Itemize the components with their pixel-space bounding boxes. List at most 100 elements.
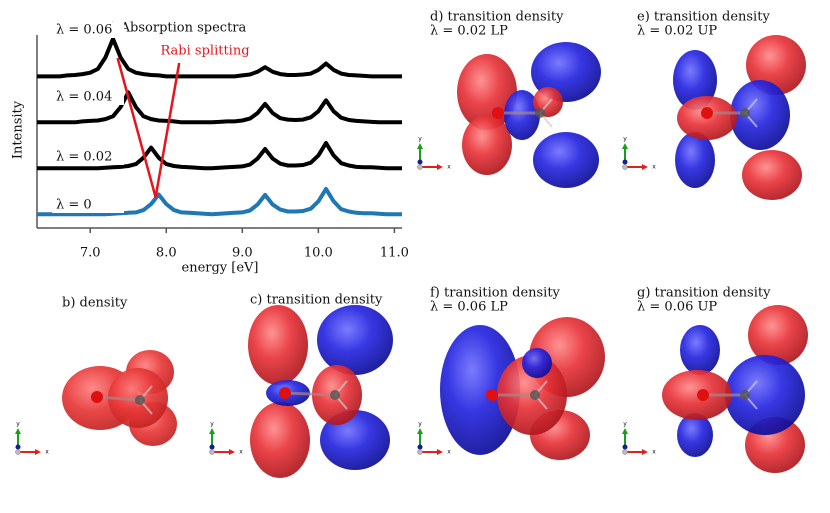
glyph-x-label: x [239,449,243,456]
oxygen-atom [492,107,504,119]
rabi-line [116,57,181,198]
isosurface-lobe [440,325,520,455]
series-label: λ = 0.04 [56,90,112,105]
glyph-x-head [642,449,648,455]
carbon-atom [740,390,750,400]
glyph-origin [622,164,628,170]
glyph-x-head [229,449,235,455]
glyph-x-head [642,164,648,170]
glyph-y-head [622,143,628,149]
glyph-x-head [35,449,41,455]
glyph-y-head [209,428,215,434]
glyph-y-label: y [623,421,627,428]
label-background [52,197,124,213]
glyph-y-label: y [210,421,214,428]
panel-subtitle: λ = 0.02 UP [637,24,717,39]
series-label: λ = 0 [56,198,92,213]
panel-subtitle: λ = 0.06 LP [430,300,508,315]
panel-subtitle: λ = 0.02 LP [430,24,508,39]
isosurface-lobe [533,132,599,188]
oxygen-atom [486,389,498,401]
glyph-z [622,444,628,450]
series-label: λ = 0.02 [56,150,112,165]
glyph-x-label: x [652,164,656,171]
x-axis-label: energy [eV] [182,261,259,276]
isosurface-lobe [725,355,805,435]
isosurface-lobe [320,410,390,470]
panel-title: b) density [62,296,128,311]
panel-title: e) transition density [637,10,770,25]
spectrum-line [37,186,402,217]
isosurface-lobe [730,80,790,150]
glyph-y-head [15,428,21,434]
glyph-origin [15,449,21,455]
isosurface-lobe [462,115,512,175]
glyph-x-head [437,449,443,455]
isosurface-lobe [522,348,552,378]
glyph-y-label: y [418,421,422,428]
annotation: Rabi splitting [160,44,249,59]
oxygen-atom [697,389,709,401]
x-tick-label: 8.0 [156,246,177,261]
glyph-y-head [622,428,628,434]
x-tick-label: 11.0 [380,246,409,261]
panel-title: g) transition density [637,286,771,301]
glyph-y-label: y [16,421,20,428]
isosurface-lobe [748,305,808,365]
label-background [52,22,124,38]
label-background [52,149,124,165]
series-label: λ = 0.06 [56,23,112,38]
panel-title: d) transition density [430,10,564,25]
isosurface-lobe [504,90,540,140]
isosurface-lobe [742,150,802,200]
x-tick-label: 7.0 [80,246,101,261]
glyph-y-head [417,143,423,149]
y-axis-label: Intensity [11,100,26,159]
chart-title: a) Absorption spectra [104,21,247,36]
bond [96,395,141,402]
oxygen-atom [701,107,713,119]
isosurface-lobe [673,50,717,110]
glyph-origin [417,449,423,455]
panel-subtitle: λ = 0.06 UP [637,300,717,315]
spectrum-line [37,90,402,125]
carbon-atom [740,108,750,118]
glyph-x-label: x [45,449,49,456]
glyph-z [417,444,423,450]
isosurface-lobe [677,413,713,457]
isosurface-lobe [680,325,720,375]
glyph-origin [622,449,628,455]
panel-title: c) transition density [250,293,383,308]
isosurface-lobe [250,402,310,478]
x-tick-label: 10.0 [304,246,333,261]
carbon-atom [530,390,540,400]
glyph-x-head [437,164,443,170]
oxygen-atom [279,387,291,399]
glyph-x-label: x [652,449,656,456]
glyph-y-head [417,428,423,434]
panel-title: f) transition density [430,286,561,301]
glyph-z [622,159,628,165]
glyph-y-label: y [418,136,422,143]
isosurface-lobe [317,305,393,375]
isosurface-lobe [248,305,308,385]
glyph-x-label: x [447,449,451,456]
glyph-z [209,444,215,450]
isosurface-lobe [675,132,715,188]
label-background [52,89,124,105]
isosurface-lobe [531,42,601,102]
spectrum-line [37,141,402,171]
oxygen-atom [91,391,103,403]
glyph-z [15,444,21,450]
x-tick-label: 9.0 [232,246,253,261]
bond [284,391,336,397]
carbon-atom [535,108,545,118]
glyph-origin [209,449,215,455]
glyph-z [417,159,423,165]
glyph-origin [417,164,423,170]
carbon-atom [330,390,340,400]
glyph-y-label: y [623,136,627,143]
carbon-atom [135,395,145,405]
